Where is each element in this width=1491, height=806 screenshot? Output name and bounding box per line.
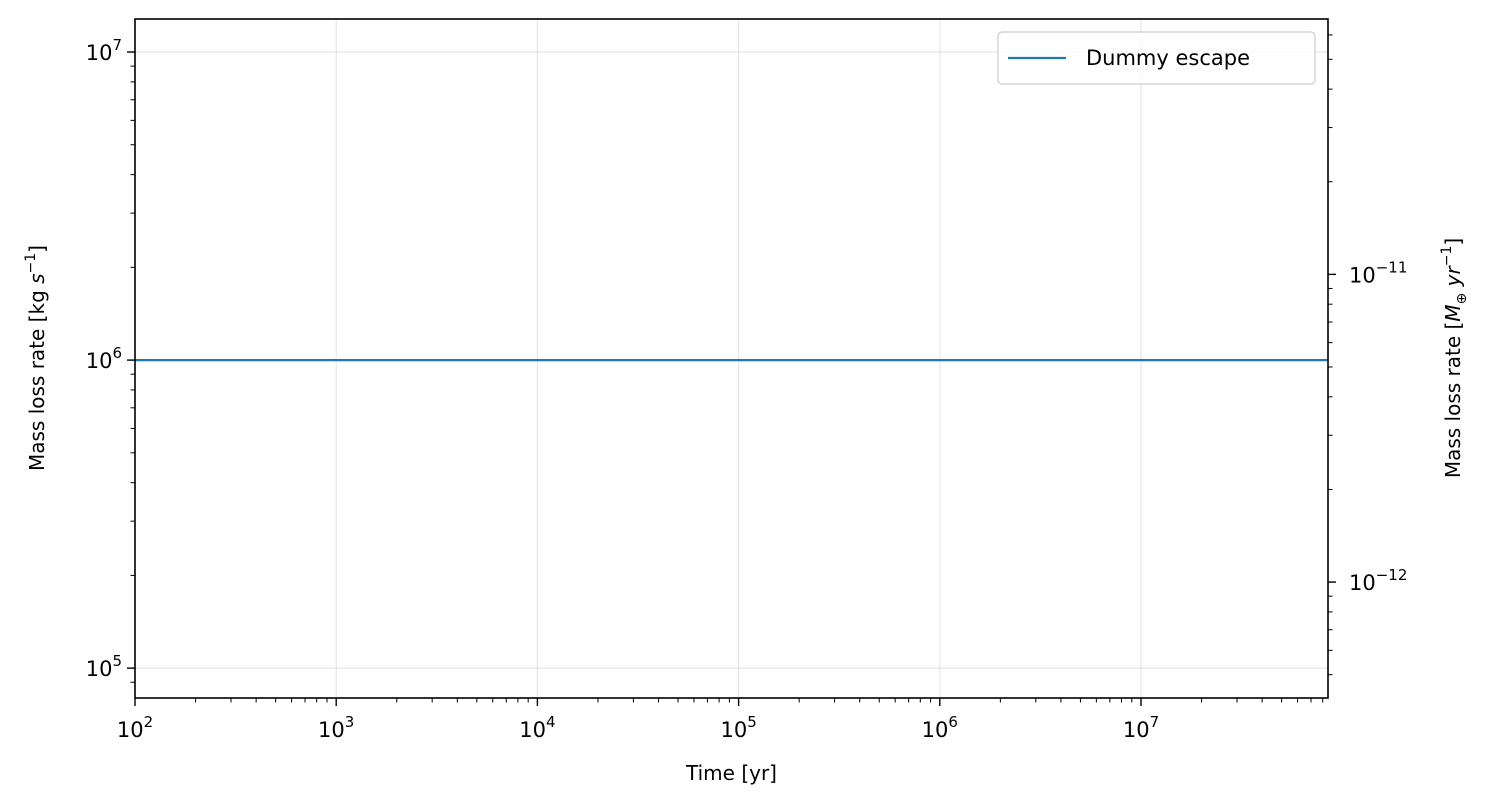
legend: Dummy escape (997, 31, 1316, 85)
legend-label-dummy-escape: Dummy escape (1086, 46, 1250, 70)
y-tick-label: 107 (86, 36, 122, 65)
y2-tick-label: 10−12 (1349, 566, 1407, 595)
x-axis-label: Time [yr] (685, 761, 777, 785)
y-axis: 105 106 107 (86, 36, 135, 683)
y2-tick-label: 10−11 (1349, 258, 1407, 287)
x-tick-label: 104 (519, 713, 555, 742)
y-tick-label: 105 (86, 652, 122, 681)
x-axis: 102 103 104 105 106 107 (117, 698, 1324, 742)
y-tick-label: 106 (86, 344, 122, 373)
y-axis-label: Mass loss rate [kg s−1] (23, 245, 49, 471)
plot-frame (134, 18, 1329, 699)
legend-frame (997, 31, 1316, 85)
x-tick-label: 105 (720, 713, 756, 742)
x-tick-label: 102 (117, 713, 153, 742)
x-tick-label: 107 (1123, 713, 1159, 742)
x-tick-label: 106 (922, 713, 958, 742)
x-tick-label: 103 (318, 713, 354, 742)
y2-axis: 10−12 10−11 (1328, 34, 1407, 676)
y2-axis-label: Mass loss rate [M⊕ yr−1] (1439, 238, 1470, 478)
